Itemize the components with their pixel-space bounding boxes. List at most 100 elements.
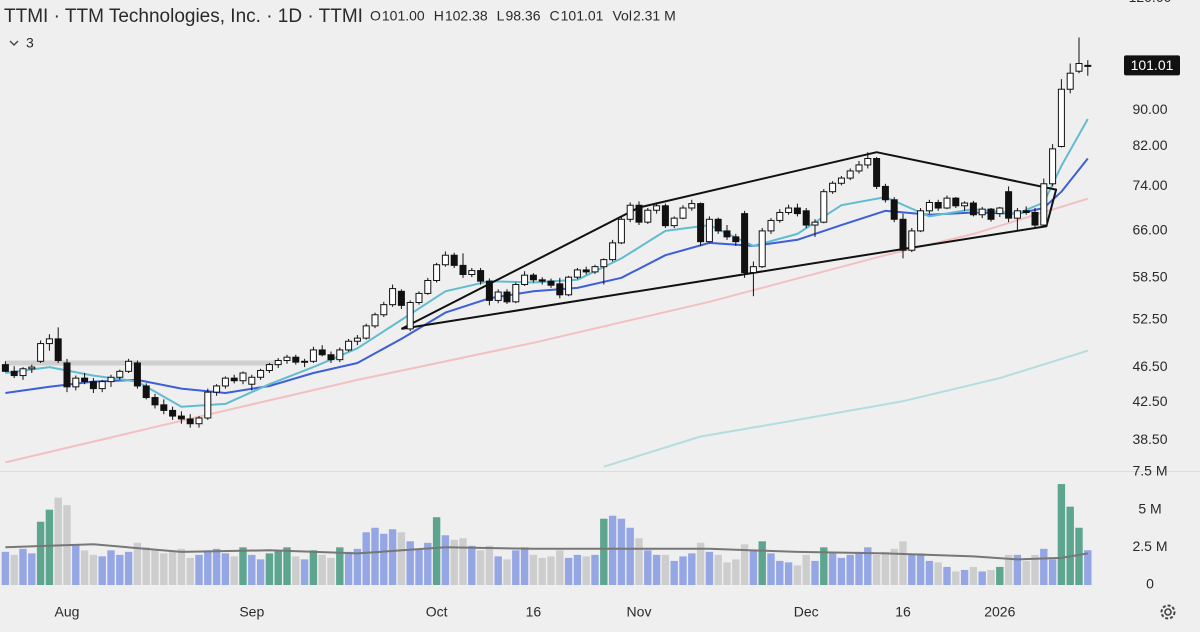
candle-body bbox=[591, 266, 599, 273]
y-tick-label: 66.00 bbox=[1132, 222, 1167, 238]
candle-body bbox=[1084, 64, 1092, 67]
candle-body bbox=[54, 338, 62, 361]
candle-body bbox=[327, 354, 335, 361]
volume-bar bbox=[688, 553, 696, 585]
gear-teeth bbox=[1160, 604, 1176, 620]
candle-body bbox=[257, 369, 265, 378]
x-tick-label: 16 bbox=[526, 604, 542, 620]
candle-body bbox=[204, 391, 212, 419]
candle-body bbox=[820, 191, 828, 223]
volume-bar bbox=[212, 548, 221, 585]
volume-bar bbox=[723, 562, 731, 585]
indicator-count[interactable]: 3 bbox=[26, 35, 34, 51]
ohlc-key: O bbox=[370, 8, 381, 24]
volume-bar bbox=[300, 559, 309, 585]
volume-bar bbox=[441, 535, 450, 585]
volume-bar bbox=[740, 544, 749, 585]
volume-bar bbox=[160, 553, 168, 585]
candle-body bbox=[1075, 62, 1083, 72]
volume-bar bbox=[837, 557, 846, 585]
x-tick-label: Dec bbox=[794, 604, 819, 620]
volume-tick-label: 5 M bbox=[1138, 500, 1161, 516]
volume-bar bbox=[450, 539, 458, 585]
candle-body bbox=[450, 254, 458, 266]
volume-bar bbox=[107, 550, 115, 585]
candle-body bbox=[151, 397, 159, 406]
candle-body bbox=[829, 182, 837, 193]
volume-bar bbox=[1004, 554, 1013, 585]
last-price-badge bbox=[1124, 55, 1180, 76]
volume-bar bbox=[80, 550, 89, 585]
candle-body bbox=[459, 264, 467, 276]
volume-bar bbox=[538, 557, 546, 585]
volume-bar bbox=[274, 550, 282, 585]
volume-bar bbox=[626, 527, 634, 585]
axes: 120.00 90.00 82.00 74.00 66.00 58.50 52.50 46.5… bbox=[55, 0, 1180, 620]
volume-bar bbox=[388, 529, 397, 585]
candle-body bbox=[679, 207, 687, 219]
volume-bar bbox=[1075, 527, 1083, 585]
x-tick-label: Sep bbox=[239, 604, 264, 620]
volume-bar bbox=[54, 497, 62, 585]
candle-body bbox=[292, 356, 300, 363]
candle-body bbox=[714, 218, 722, 232]
candle-body bbox=[785, 207, 793, 213]
candle-body bbox=[107, 376, 115, 383]
candle-body bbox=[969, 202, 977, 216]
candle-body bbox=[899, 218, 907, 251]
candle-body bbox=[635, 204, 643, 223]
candle-body bbox=[160, 404, 168, 411]
x-tick-label: Nov bbox=[627, 604, 652, 620]
candle-body bbox=[723, 230, 731, 238]
moving-average bbox=[603, 349, 1089, 468]
candle-body bbox=[917, 210, 925, 232]
y-tick-label: 38.50 bbox=[1132, 431, 1167, 447]
candle-body bbox=[987, 208, 995, 220]
candle-body bbox=[855, 164, 863, 172]
candle-body bbox=[265, 364, 273, 371]
candle-body bbox=[811, 221, 819, 226]
volume-bar bbox=[494, 556, 502, 585]
ohlc-key: L bbox=[497, 8, 505, 24]
x-tick-label: Oct bbox=[426, 604, 448, 620]
candle-body bbox=[424, 279, 432, 294]
price-pane bbox=[1, 37, 1092, 468]
volume-bar bbox=[459, 538, 467, 585]
volume-bar bbox=[749, 550, 758, 585]
volume-pane bbox=[1, 484, 1092, 585]
volume-bar bbox=[1048, 559, 1057, 585]
volume-bar bbox=[142, 547, 150, 585]
volume-bar bbox=[855, 551, 863, 585]
volume-bar bbox=[696, 542, 705, 585]
candle-body bbox=[177, 415, 185, 420]
volume-bar bbox=[1057, 484, 1066, 585]
volume-bar bbox=[661, 554, 670, 585]
chevron[interactable] bbox=[9, 40, 19, 46]
volume-bar bbox=[952, 571, 960, 585]
volume-bar bbox=[617, 518, 626, 585]
volume-bar bbox=[864, 547, 872, 585]
candle-body bbox=[661, 205, 669, 227]
y-tick-label: 90.00 bbox=[1132, 101, 1167, 117]
volume-bar bbox=[186, 557, 194, 585]
volume-bar bbox=[608, 515, 617, 585]
candle-body bbox=[98, 381, 106, 390]
volume-bar bbox=[872, 554, 881, 585]
candle-body bbox=[477, 270, 485, 282]
volume-bar bbox=[424, 542, 432, 585]
volume-bar bbox=[116, 554, 124, 585]
volume-tick-label: 7.5 M bbox=[1132, 463, 1167, 479]
volume-bar bbox=[336, 547, 344, 585]
candle-body bbox=[1013, 210, 1021, 219]
settings-icon[interactable] bbox=[1160, 604, 1176, 620]
volume-bar bbox=[1084, 550, 1092, 585]
volume-bar bbox=[890, 548, 898, 585]
volume-tick-label: 2.5 M bbox=[1132, 538, 1167, 554]
candle-body bbox=[908, 230, 916, 251]
volume-bar bbox=[670, 560, 678, 585]
volume-bar bbox=[98, 556, 106, 585]
candle-body bbox=[767, 219, 775, 232]
candle-body bbox=[925, 201, 933, 212]
